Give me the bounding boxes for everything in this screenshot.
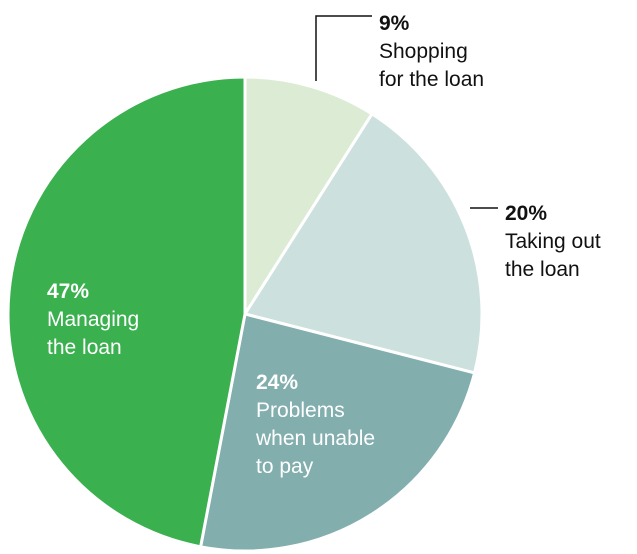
slice-description-label-2-line-2: the loan — [505, 258, 580, 281]
pie-slice-1 — [243, 75, 374, 316]
slice-description-label-3-line-1: Problems — [256, 399, 345, 422]
slice-description-label-4-line-2: the loan — [47, 336, 122, 359]
pie-slices — [6, 75, 484, 553]
slice-description-label-3-line-2: when unable — [255, 427, 375, 450]
slice-description-label-4-line-1: Managing — [47, 308, 139, 331]
slice-percent-label-1: 9% — [379, 12, 410, 35]
slice-percent-label-4: 47% — [47, 280, 89, 303]
leader-line-1 — [315, 15, 372, 81]
slice-percent-label-3: 24% — [256, 371, 298, 394]
pie-slice-4 — [6, 75, 247, 549]
pie-slice-2 — [243, 112, 484, 375]
slice-labels: 9% Shopping for the loan 20% Taking out the l… — [47, 12, 601, 478]
slice-description-label-1-line-2: for the loan — [379, 68, 484, 91]
pie-slice-3 — [199, 312, 477, 553]
slice-description-label-1-line-1: Shopping — [379, 40, 468, 63]
leader-lines — [315, 15, 498, 209]
slice-percent-label-2: 20% — [505, 202, 547, 225]
slice-description-label-3-line-3: to pay — [256, 455, 314, 478]
slice-description-label-2-line-1: Taking out — [505, 230, 601, 253]
